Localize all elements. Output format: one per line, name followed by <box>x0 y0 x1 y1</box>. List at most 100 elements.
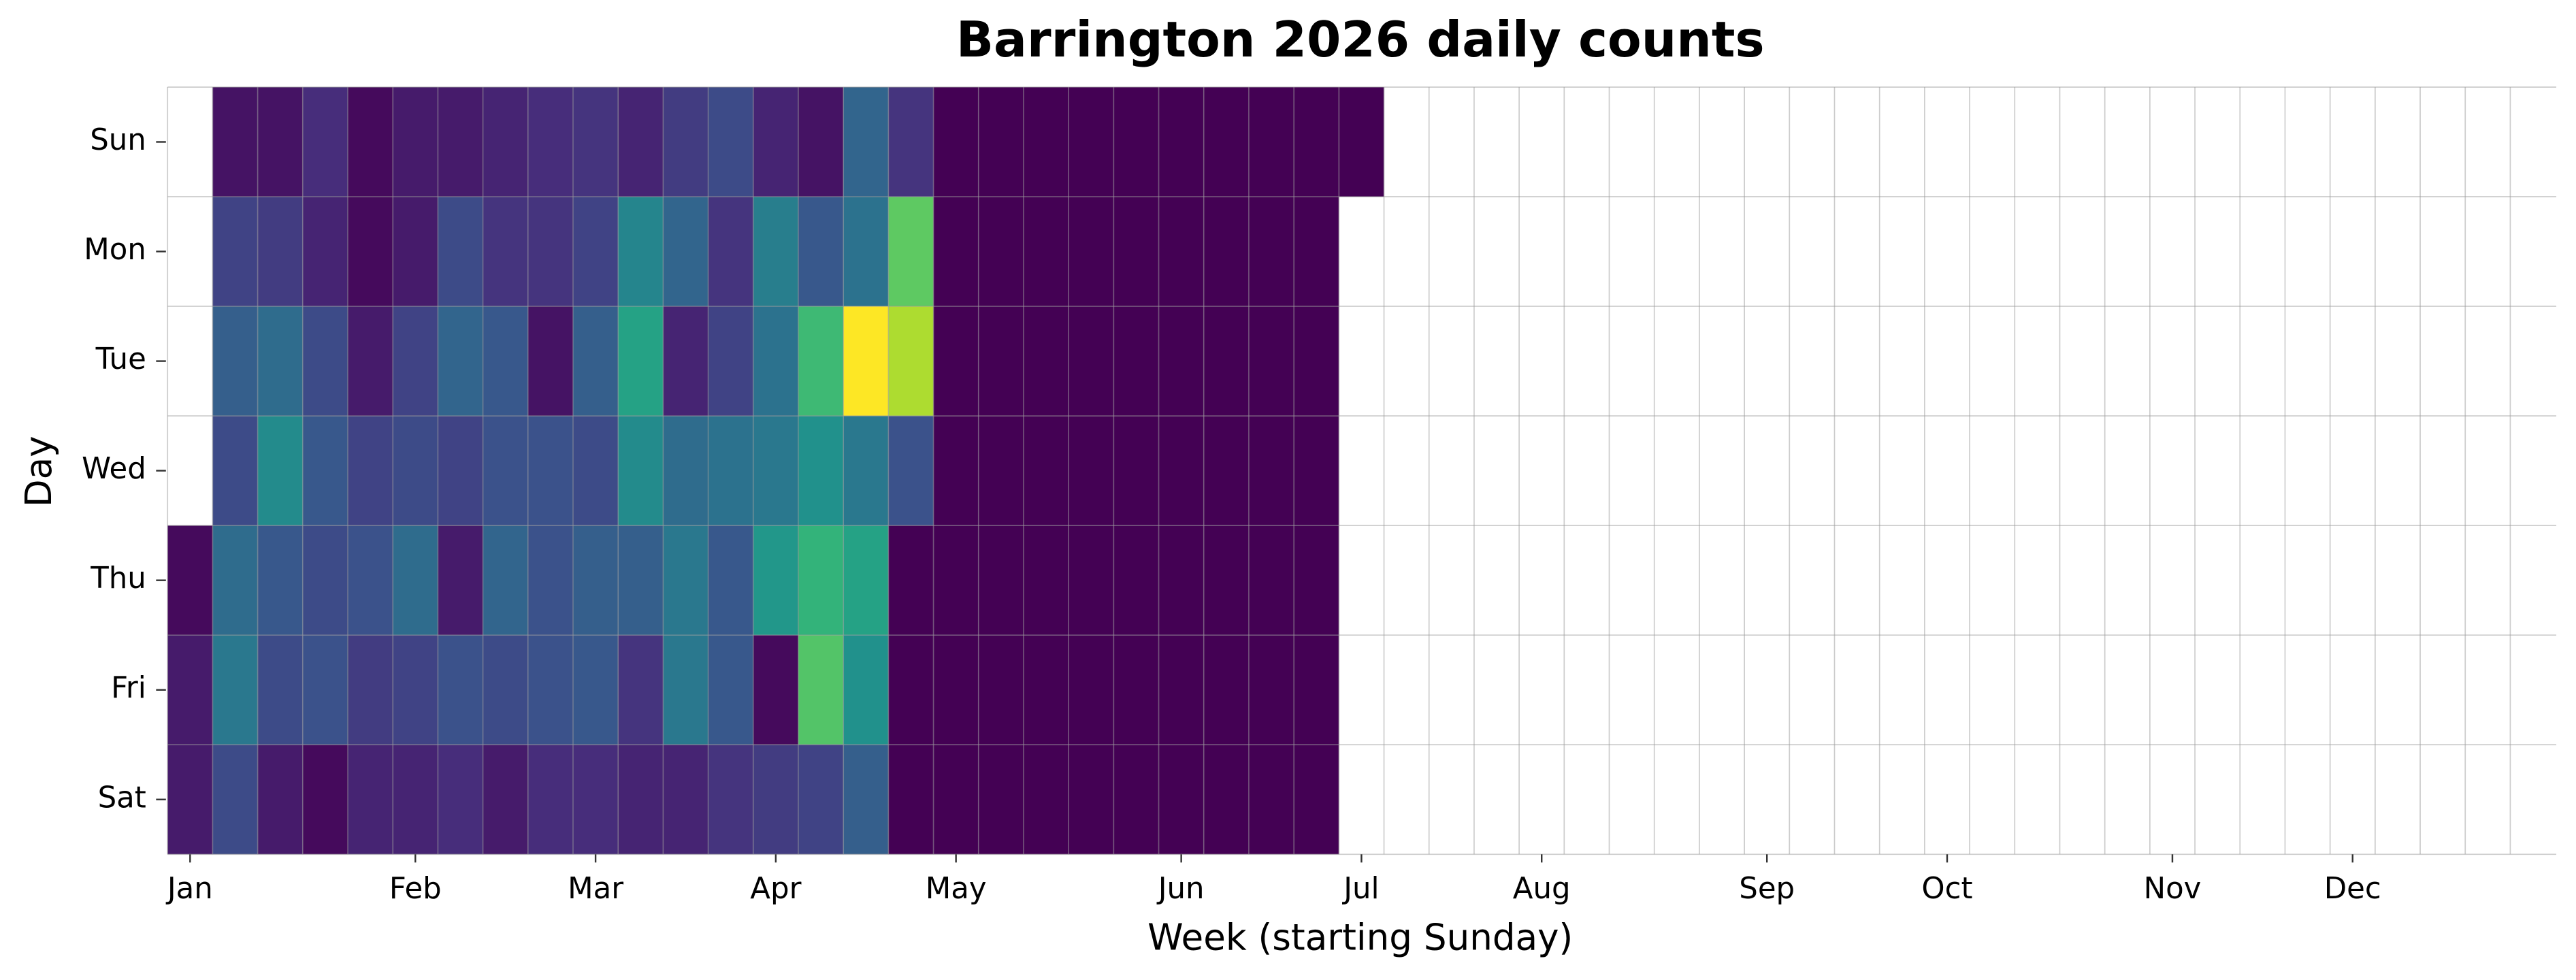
cell <box>618 525 664 636</box>
cell <box>348 745 393 855</box>
cell <box>348 86 393 197</box>
cell <box>302 416 348 526</box>
cell <box>663 306 708 416</box>
cell <box>843 197 889 307</box>
cell <box>978 525 1024 636</box>
cell <box>1158 197 1204 307</box>
cell <box>888 306 934 416</box>
cell <box>1023 525 1069 636</box>
cell <box>483 745 528 855</box>
cell <box>527 525 573 636</box>
cell <box>212 86 258 197</box>
cell <box>978 635 1024 745</box>
cell <box>978 306 1024 416</box>
cell <box>1158 525 1204 636</box>
cell <box>1023 306 1069 416</box>
cell <box>933 306 979 416</box>
cell <box>708 635 753 745</box>
cell <box>708 745 753 855</box>
cell <box>753 416 798 526</box>
cell <box>663 197 708 307</box>
cell <box>753 745 798 855</box>
cell <box>933 197 979 307</box>
cell <box>572 197 619 307</box>
cell <box>527 197 573 307</box>
x-tick-label: Sep <box>1739 872 1795 906</box>
cell <box>933 745 979 855</box>
cell <box>753 306 798 416</box>
cell <box>393 416 438 526</box>
cell <box>1158 635 1204 745</box>
cell <box>798 525 844 636</box>
cell <box>1294 197 1339 307</box>
cell <box>483 635 528 745</box>
cell <box>888 197 934 307</box>
cell <box>257 86 303 197</box>
y-tick-label: Mon <box>84 233 146 267</box>
cell <box>257 306 303 416</box>
cell <box>1203 306 1249 416</box>
cell <box>438 416 483 526</box>
cell <box>1069 525 1114 636</box>
cell <box>572 416 619 526</box>
cell <box>708 306 753 416</box>
cell <box>1203 635 1249 745</box>
cell <box>1203 525 1249 636</box>
cell <box>212 306 258 416</box>
cell <box>618 197 664 307</box>
cell <box>483 416 528 526</box>
cell-grid <box>167 86 2557 855</box>
cell <box>753 525 798 636</box>
cell <box>212 197 258 307</box>
cell <box>798 745 844 855</box>
axes: Sun Mon Tue Wed Thu Fri Sat Jan Feb Mar Apr May Jun J… <box>82 123 2381 906</box>
y-axis-label: Day <box>18 436 60 507</box>
cell <box>843 306 889 416</box>
cell <box>483 86 528 197</box>
cell <box>1248 525 1294 636</box>
cell <box>798 197 844 307</box>
x-tick-label: May <box>926 872 987 906</box>
cell <box>618 635 664 745</box>
cell <box>663 416 708 526</box>
cell <box>257 197 303 307</box>
cell <box>978 745 1024 855</box>
cell <box>1069 306 1114 416</box>
cell <box>438 635 483 745</box>
cell <box>708 525 753 636</box>
cell <box>438 745 483 855</box>
cell <box>753 86 798 197</box>
cell <box>978 416 1024 526</box>
cell <box>527 416 573 526</box>
cell <box>1023 197 1069 307</box>
x-tick-label: Nov <box>2144 872 2202 906</box>
cell <box>572 525 619 636</box>
cell <box>302 197 348 307</box>
cell <box>1023 86 1069 197</box>
cell <box>1294 416 1339 526</box>
cell <box>933 525 979 636</box>
cell <box>798 416 844 526</box>
cell <box>618 745 664 855</box>
cell <box>1069 197 1114 307</box>
cell <box>212 416 258 526</box>
cell <box>1069 745 1114 855</box>
cell <box>1113 197 1159 307</box>
cell <box>1023 635 1069 745</box>
cell <box>393 525 438 636</box>
cell <box>1113 525 1159 636</box>
heatmap <box>167 86 1384 855</box>
cell <box>1158 86 1204 197</box>
cell <box>302 525 348 636</box>
cell <box>348 306 393 416</box>
cell <box>933 416 979 526</box>
cell <box>1069 635 1114 745</box>
cell <box>212 525 258 636</box>
x-tick-label: Jun <box>1156 872 1205 906</box>
cell <box>527 745 573 855</box>
cell <box>888 86 934 197</box>
cell <box>483 197 528 307</box>
cell <box>1158 306 1204 416</box>
cell <box>1294 635 1339 745</box>
